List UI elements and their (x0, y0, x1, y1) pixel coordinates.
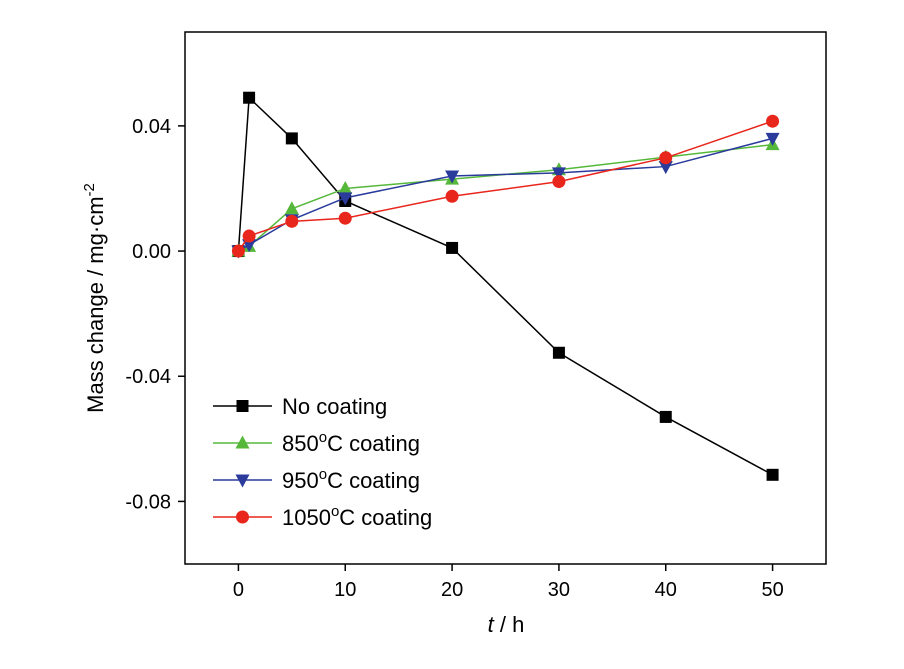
legend-label-degree: o (319, 466, 327, 483)
series-line (237, 96, 773, 476)
data-point (659, 151, 673, 165)
y-axis: -0.08 -0.04 0.00 0.04 (125, 116, 185, 513)
x-tick-label: 30 (548, 579, 570, 601)
series-group (231, 132, 780, 259)
legend-item: 850oC coating (213, 429, 420, 456)
series-group (232, 91, 779, 481)
y-axis-text: Mass change / mg·cm (83, 196, 108, 412)
x-axis-separator: / (494, 612, 512, 637)
data-point (231, 244, 245, 258)
legend-marker (236, 400, 249, 412)
legend-label-suffix: C coating (339, 505, 432, 530)
series-line (238, 143, 773, 252)
data-point (284, 201, 299, 215)
y-tick-label: 0.04 (132, 116, 171, 138)
data-point (338, 192, 353, 206)
data-point (338, 180, 353, 194)
data-point (338, 211, 352, 225)
data-point (446, 241, 459, 254)
x-axis-variable: t (488, 612, 495, 637)
data-point (285, 214, 299, 228)
legend-item: 1050oC coating (213, 503, 432, 530)
series-layer (231, 91, 780, 481)
legend-label-prefix: 950 (282, 468, 319, 493)
series-group (231, 137, 780, 257)
plot-frame (184, 31, 827, 565)
x-tick-label: 10 (334, 579, 356, 601)
legend-label: 950oC coating (282, 466, 420, 493)
data-point (242, 239, 257, 253)
legend-item: No coating (213, 394, 387, 419)
data-point (765, 132, 780, 146)
legend-label-suffix: C coating (327, 431, 420, 456)
series-line (237, 120, 773, 252)
data-point (766, 468, 779, 481)
data-point (445, 170, 460, 184)
y-axis-exponent: -2 (81, 183, 98, 196)
data-point (658, 161, 673, 175)
y-axis-title: Mass change / mg·cm-2 (81, 183, 108, 413)
legend-label-prefix: 1050 (282, 505, 331, 530)
legend-item: 950oC coating (213, 466, 420, 493)
data-point (243, 91, 256, 104)
legend-marker (236, 510, 249, 524)
legend-label-suffix: C coating (327, 468, 420, 493)
legend-label: 850oC coating (282, 429, 420, 456)
legend-marker (235, 435, 250, 449)
legend-label: 1050oC coating (282, 503, 432, 530)
data-point (551, 167, 566, 181)
x-axis-unit: h (512, 612, 524, 637)
data-point (766, 114, 780, 128)
series-group (231, 114, 780, 258)
legend-marker (235, 474, 250, 488)
x-axis-title: t / h (488, 612, 525, 637)
data-point (552, 175, 566, 189)
data-point (445, 189, 459, 203)
series-line (238, 137, 773, 252)
y-tick-label: -0.08 (125, 491, 171, 513)
data-point (242, 229, 256, 243)
legend-label-degree: o (331, 503, 339, 520)
legend-label-prefix: 850 (282, 431, 319, 456)
y-tick-label: -0.04 (125, 366, 171, 388)
x-tick-label: 40 (655, 579, 677, 601)
x-tick-label: 0 (233, 579, 244, 601)
data-point (552, 346, 565, 359)
y-tick-label: 0.00 (132, 241, 171, 263)
x-axis: 0 10 20 30 40 50 (233, 564, 784, 601)
legend-label-degree: o (319, 429, 327, 446)
data-point (285, 132, 298, 145)
data-point (659, 410, 672, 423)
x-tick-label: 20 (441, 579, 463, 601)
x-tick-label: 50 (761, 579, 783, 601)
legend-label: No coating (282, 394, 387, 419)
